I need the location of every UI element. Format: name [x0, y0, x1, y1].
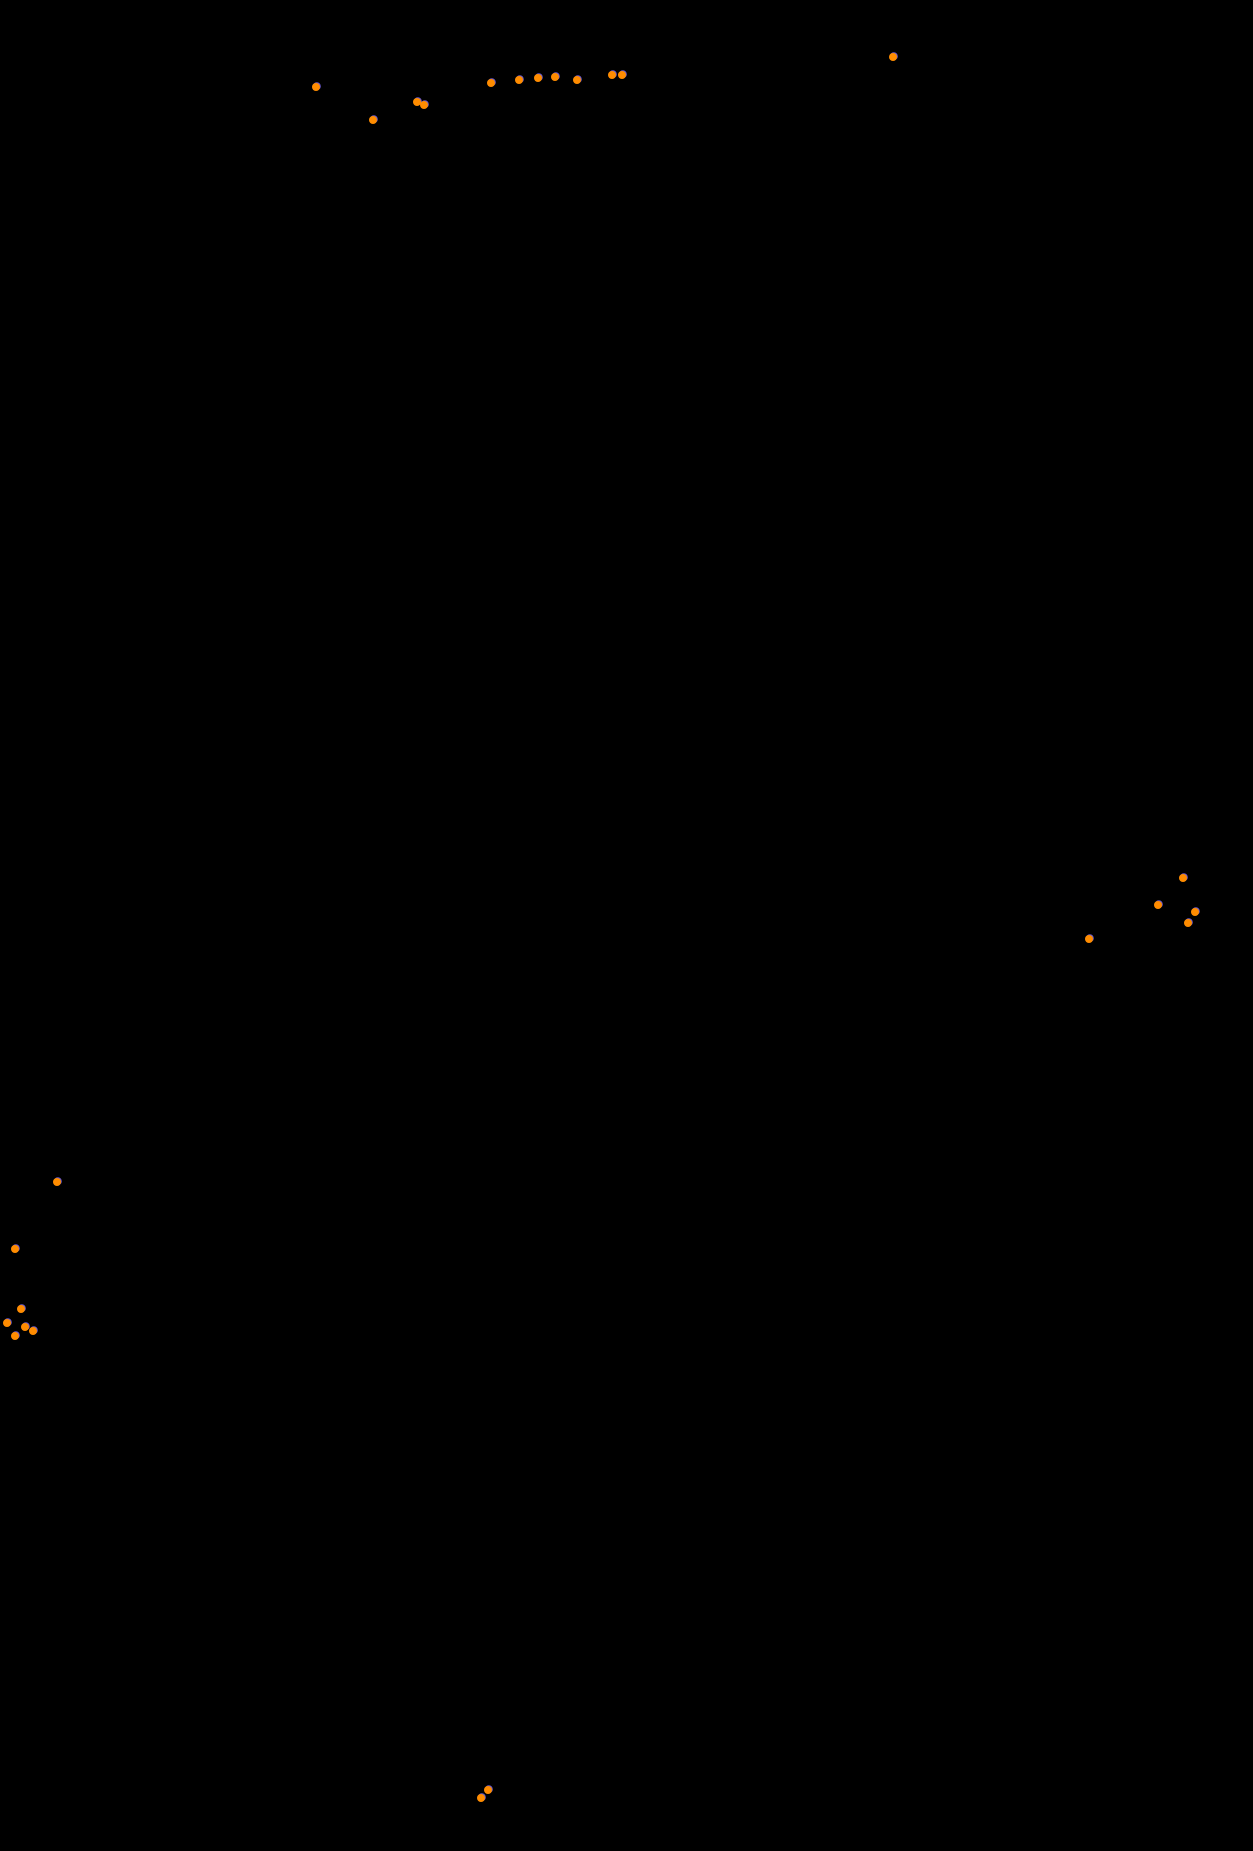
scatter-point	[608, 71, 616, 79]
scatter-point	[17, 1305, 25, 1313]
scatter-point	[573, 76, 581, 84]
scatter-point	[1191, 908, 1199, 916]
scatter-point	[1154, 901, 1162, 909]
scatter-point	[477, 1794, 485, 1802]
scatter-point	[515, 76, 523, 84]
scatter-point	[29, 1327, 37, 1335]
scatter-point	[889, 53, 897, 61]
scatter-point	[1184, 919, 1192, 927]
scatter-point	[487, 79, 495, 87]
scatter-canvas	[0, 0, 1253, 1851]
plot-background	[0, 0, 1253, 1851]
scatter-point	[1085, 935, 1093, 943]
scatter-point	[312, 83, 320, 91]
scatter-point	[413, 98, 421, 106]
scatter-point	[1179, 874, 1187, 882]
scatter-point	[551, 73, 559, 81]
scatter-point	[11, 1245, 19, 1253]
scatter-point	[11, 1332, 19, 1340]
scatter-point	[3, 1319, 11, 1327]
scatter-point	[618, 71, 626, 79]
scatter-point	[484, 1786, 492, 1794]
scatter-point	[53, 1178, 61, 1186]
scatter-point	[420, 101, 428, 109]
scatter-point	[369, 116, 377, 124]
scatter-point	[21, 1323, 29, 1331]
scatter-point	[534, 74, 542, 82]
